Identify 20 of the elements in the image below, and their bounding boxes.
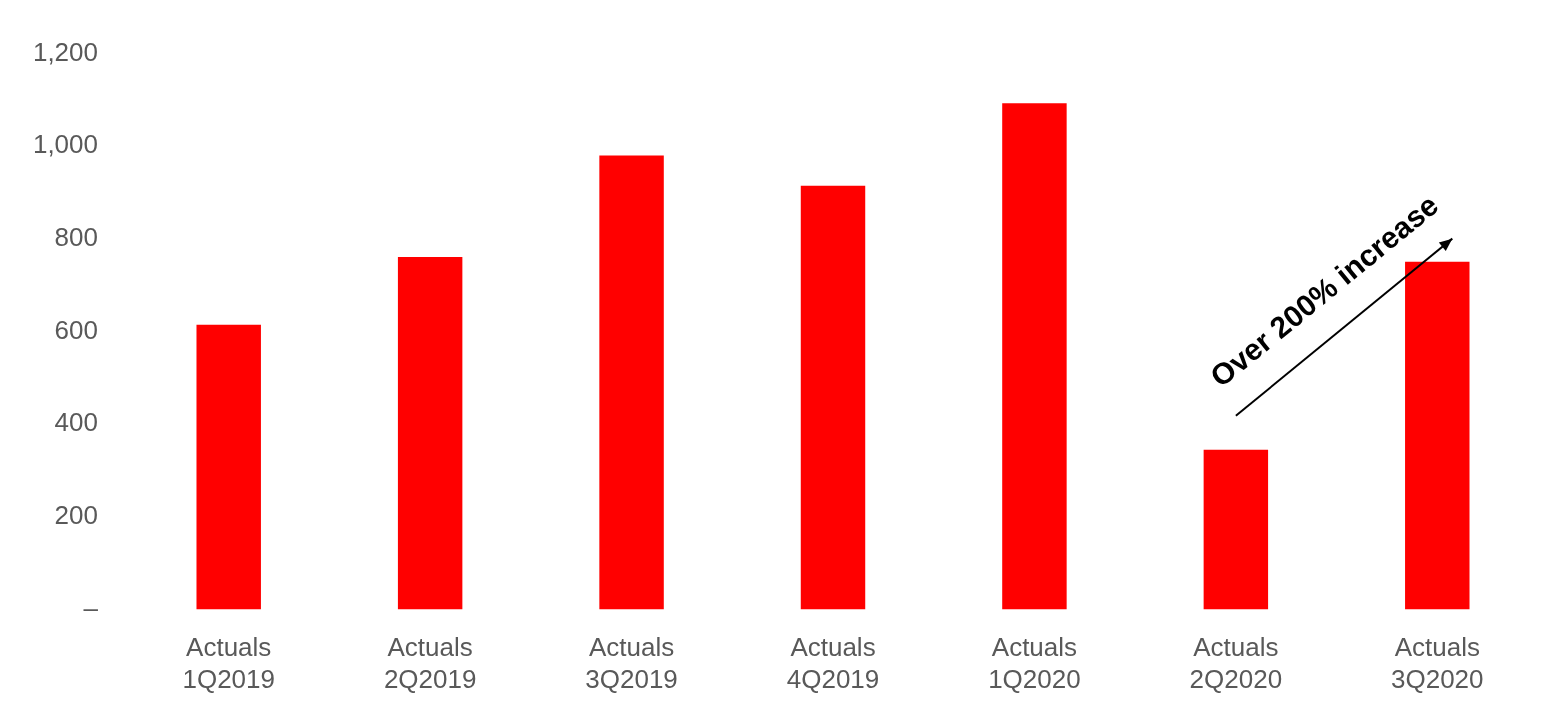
x-tick-label: Actuals 3Q2019 bbox=[585, 632, 678, 694]
x-tick-label: Actuals 2Q2019 bbox=[383, 632, 477, 694]
x-tick-label: Actuals 1Q2020 bbox=[988, 632, 1081, 694]
bar bbox=[800, 185, 866, 610]
y-tick-label: 800 bbox=[54, 222, 98, 253]
x-tick-label: Actuals 3Q2020 bbox=[1391, 632, 1484, 694]
bar bbox=[599, 155, 664, 610]
y-tick-label: 1,200 bbox=[32, 36, 98, 67]
y-tick-label: 600 bbox=[54, 314, 98, 345]
bar bbox=[1203, 449, 1269, 610]
bar bbox=[196, 324, 261, 610]
y-tick-label: – bbox=[83, 592, 99, 623]
y-tick-label: 400 bbox=[54, 407, 98, 438]
bar bbox=[397, 257, 463, 610]
x-tick-label: Actuals 4Q2019 bbox=[786, 632, 880, 694]
x-tick-label: Actuals 2Q2020 bbox=[1189, 632, 1283, 694]
bar bbox=[1002, 103, 1067, 610]
y-tick-label: 200 bbox=[54, 500, 98, 531]
x-tick-label: Actuals 1Q2019 bbox=[182, 632, 275, 694]
y-tick-label: 1,000 bbox=[32, 129, 98, 160]
